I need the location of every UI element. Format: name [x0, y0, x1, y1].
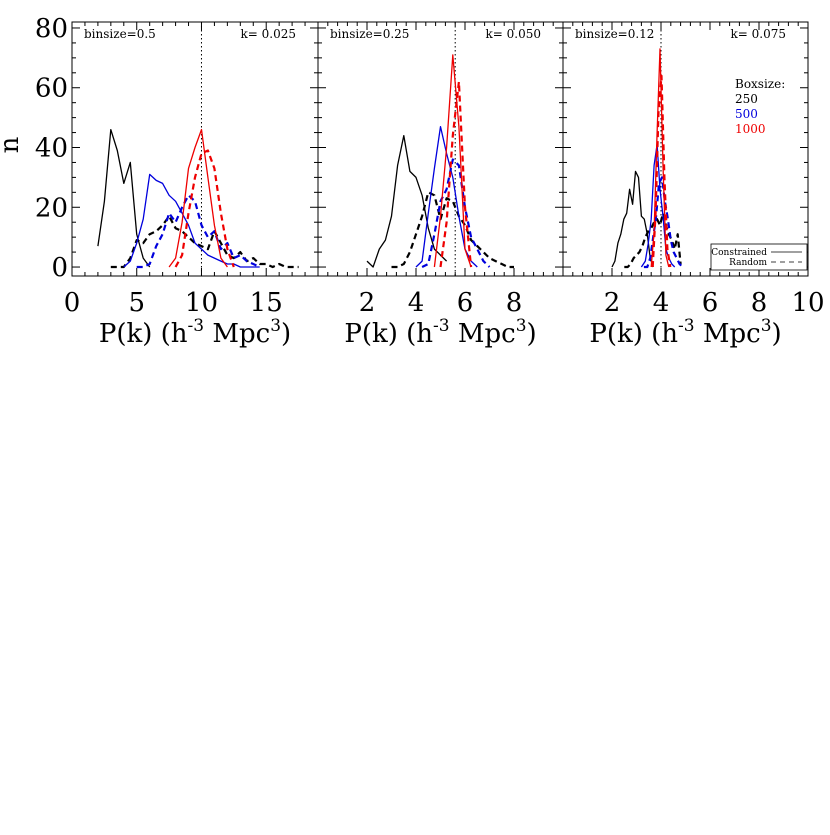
- x-axis-label-part: P(k) (h: [344, 319, 433, 349]
- legend-title: Boxsize:: [735, 77, 785, 91]
- y-tick-label: 60: [35, 74, 68, 104]
- x-tick-label: 8: [751, 288, 768, 318]
- y-tick-label: 0: [51, 253, 68, 283]
- plot-frame: [562, 21, 809, 277]
- x-axis-label-part: P(k) (h: [99, 319, 188, 349]
- x-axis-label-exponent: -3: [678, 316, 695, 336]
- panel-2: 2 4 6 8 binsize=0.25 k= 0.050 P(k) (h-3 Mpc3): [317, 21, 564, 349]
- x-axis-label-exponent: 3: [761, 316, 772, 336]
- series-line-250-dashed: [624, 212, 682, 269]
- y-tick-label: 80: [35, 14, 68, 44]
- x-axis-label: P(k) (h-3 Mpc3): [99, 316, 291, 349]
- x-axis-label-part: Mpc: [695, 319, 761, 349]
- x-axis-label-part: ): [527, 319, 537, 349]
- panel-1: 0 5 10 15 0 20 40 60 80 binsize=0.5 k= 0.025 P(k) (…: [35, 14, 319, 349]
- series-line-1000-dashed: [439, 80, 473, 268]
- panels: 0 5 10 15 0 20 40 60 80 binsize=0.5 k= 0.025 P(k) (…: [35, 14, 825, 349]
- panel-3: 2 4 6 8 10 binsize=0.12 k= 0.075 P(k) (h-3 Mpc3…: [562, 21, 825, 349]
- binsize-label: binsize=0.25: [330, 27, 409, 41]
- series-line-1000-dashed: [651, 74, 672, 268]
- x-tick-label: 2: [604, 288, 621, 318]
- x-axis-label-part: Mpc: [450, 319, 516, 349]
- x-tick-label: 10: [791, 288, 824, 318]
- binsize-label: binsize=0.5: [84, 27, 156, 41]
- series-line-500-dashed: [643, 176, 684, 269]
- x-axis-label: P(k) (h-3 Mpc3): [344, 316, 536, 349]
- x-axis-label-exponent: -3: [188, 316, 205, 336]
- x-axis-label-part: ): [281, 319, 291, 349]
- legend-constrained-label: Constrained: [711, 248, 767, 258]
- legend-random-label: Random: [729, 258, 767, 268]
- x-axis-label-part: ): [772, 319, 782, 349]
- plot-frame: [317, 21, 564, 277]
- x-tick-label: 2: [359, 288, 376, 318]
- series-line-1000-dashed: [174, 149, 235, 268]
- legend-entry-500: 500: [735, 107, 758, 121]
- x-tick-label: 10: [185, 288, 218, 318]
- series-line-1000-solid: [433, 54, 472, 268]
- series-line-250-dashed: [391, 191, 514, 269]
- series-line-250-solid: [366, 134, 448, 268]
- line-style-legend-box: [710, 243, 808, 271]
- legend-entry-250: 250: [735, 92, 758, 106]
- x-axis-label-exponent: 3: [516, 316, 527, 336]
- y-tick-label: 40: [35, 134, 68, 164]
- series-line-1000-solid: [168, 128, 228, 268]
- series-line-500-solid: [123, 173, 260, 268]
- x-axis-label-exponent: -3: [433, 316, 450, 336]
- k-label: k= 0.075: [731, 27, 787, 41]
- x-axis-label: P(k) (h-3 Mpc3): [589, 316, 781, 349]
- x-tick-label: 4: [408, 288, 425, 318]
- series-line-250-solid: [611, 170, 654, 268]
- x-tick-label: 4: [653, 288, 670, 318]
- x-tick-label: 6: [702, 288, 719, 318]
- x-tick-label: 6: [457, 288, 474, 318]
- series-line-500-dashed: [421, 158, 491, 268]
- x-tick-label: 5: [128, 288, 145, 318]
- y-tick-label: 20: [35, 193, 68, 223]
- k-label: k= 0.025: [241, 27, 297, 41]
- x-tick-label: 0: [64, 288, 81, 318]
- series-line-250-solid: [97, 128, 151, 268]
- x-tick-label: 15: [250, 288, 283, 318]
- legend-entry-1000: 1000: [735, 122, 766, 136]
- binsize-label: binsize=0.12: [575, 27, 654, 41]
- series-line-500-dashed: [136, 194, 261, 269]
- y-axis-label: n: [0, 136, 25, 153]
- series-line-250-dashed: [110, 215, 299, 269]
- x-tick-label: 8: [506, 288, 523, 318]
- x-axis-label-exponent: 3: [270, 316, 281, 336]
- x-axis-label-part: P(k) (h: [589, 319, 678, 349]
- x-axis-label-part: Mpc: [204, 319, 270, 349]
- k-label: k= 0.050: [486, 27, 542, 41]
